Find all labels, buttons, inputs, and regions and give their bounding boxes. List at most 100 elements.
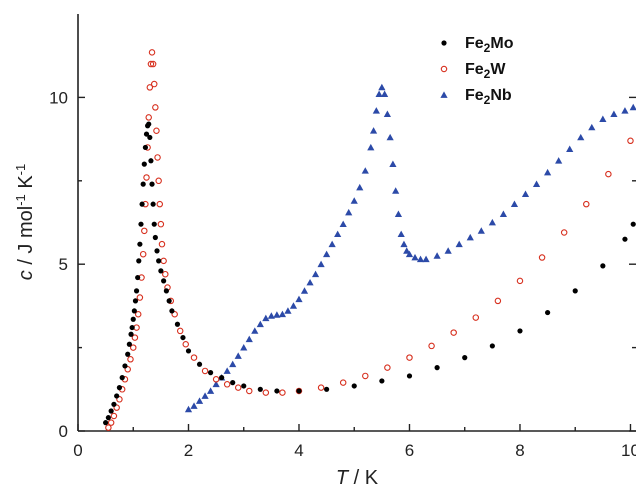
legend-marker xyxy=(441,40,447,46)
data-point-Fe2Mo xyxy=(163,288,169,294)
data-point-Fe2Nb xyxy=(621,107,629,114)
data-point-Fe2Nb xyxy=(544,168,552,176)
data-point-Fe2Mo xyxy=(131,308,137,314)
data-point-Fe2W xyxy=(110,412,118,420)
data-point-Fe2W xyxy=(295,387,303,395)
legend-marker xyxy=(440,91,448,98)
data-point-Fe2W xyxy=(223,381,231,388)
series-layer xyxy=(103,49,636,431)
data-point-Fe2Nb xyxy=(499,210,508,218)
data-point-Fe2Mo xyxy=(185,348,192,354)
data-point-Fe2Nb xyxy=(394,210,403,218)
data-point-Fe2Nb xyxy=(300,287,309,294)
data-point-Fe2Mo xyxy=(166,298,172,304)
data-point-Fe2W xyxy=(246,387,253,395)
data-point-Fe2Nb xyxy=(588,123,596,131)
data-point-Fe2Nb xyxy=(240,344,248,351)
data-point-Fe2W xyxy=(279,389,286,396)
data-point-Fe2Mo xyxy=(125,351,131,357)
data-point-Fe2Mo xyxy=(324,386,330,392)
data-point-Fe2W xyxy=(516,277,524,285)
data-point-Fe2W xyxy=(406,354,413,361)
data-point-Fe2Mo xyxy=(434,365,440,371)
data-point-Fe2W xyxy=(317,384,325,391)
data-point-Fe2Mo xyxy=(572,288,578,294)
data-point-Fe2W xyxy=(182,341,189,348)
data-point-Fe2W xyxy=(157,220,165,228)
data-point-Fe2W xyxy=(124,366,131,373)
data-point-Fe2Mo xyxy=(600,263,606,269)
legend-marker xyxy=(440,65,448,73)
data-point-Fe2Nb xyxy=(599,115,607,122)
data-point-Fe2Nb xyxy=(566,145,574,152)
data-point-Fe2Mo xyxy=(103,420,109,426)
data-point-Fe2Mo xyxy=(150,201,156,207)
data-point-Fe2Nb xyxy=(375,90,383,97)
data-point-Fe2Mo xyxy=(158,268,164,274)
data-point-Fe2Nb xyxy=(400,240,408,248)
data-point-Fe2Mo xyxy=(136,258,142,264)
data-point-Fe2Nb xyxy=(532,180,541,188)
data-point-Fe2Nb xyxy=(433,252,441,259)
data-point-Fe2W xyxy=(131,334,139,341)
data-point-Fe2W xyxy=(538,254,546,261)
data-point-Fe2Nb xyxy=(577,133,585,141)
data-point-Fe2W xyxy=(362,372,369,380)
data-point-Fe2W xyxy=(152,104,159,111)
data-point-Fe2Mo xyxy=(296,388,302,394)
data-point-Fe2Nb xyxy=(350,197,358,204)
y-ticks: 0 5 10 xyxy=(49,88,85,441)
data-point-Fe2Nb xyxy=(555,157,563,164)
data-point-Fe2Mo xyxy=(241,383,247,389)
data-point-Fe2Nb xyxy=(262,314,270,322)
legend-label: Fe2Nb xyxy=(465,87,512,107)
data-point-Fe2W xyxy=(105,424,112,431)
x-tick-label: 6 xyxy=(405,441,414,460)
data-point-Fe2W xyxy=(583,200,590,208)
data-point-Fe2Mo xyxy=(114,393,120,399)
data-point-Fe2Mo xyxy=(149,181,155,187)
data-point-Fe2Mo xyxy=(462,355,468,361)
data-point-Fe2Mo xyxy=(180,334,186,341)
data-point-Fe2Mo xyxy=(257,386,263,392)
data-point-Fe2W xyxy=(176,327,184,335)
data-point-Fe2Nb xyxy=(383,110,391,117)
y-axis-title: c / J mol-1 K-1 xyxy=(13,164,37,280)
data-point-Fe2Nb xyxy=(369,127,378,134)
data-point-Fe2Nb xyxy=(397,230,405,238)
data-point-Fe2Mo xyxy=(379,378,385,384)
data-point-Fe2Mo xyxy=(143,131,150,137)
data-point-Fe2Mo xyxy=(111,401,117,407)
legend-label: Fe2W xyxy=(465,61,506,81)
data-point-Fe2W xyxy=(129,344,137,351)
series-Fe2W xyxy=(105,49,634,431)
data-point-Fe2Mo xyxy=(152,234,158,241)
data-point-Fe2Mo xyxy=(161,278,167,284)
data-point-Fe2Mo xyxy=(156,258,162,264)
data-point-Fe2Nb xyxy=(201,392,209,399)
data-point-Fe2Nb xyxy=(466,233,474,241)
data-point-Fe2Nb xyxy=(289,302,298,309)
data-point-Fe2Nb xyxy=(284,307,292,314)
data-point-Fe2W xyxy=(190,354,198,361)
data-point-Fe2Nb xyxy=(229,360,237,368)
data-point-Fe2Nb xyxy=(521,190,530,198)
data-point-Fe2Nb xyxy=(273,311,281,318)
data-point-Fe2Mo xyxy=(141,161,147,167)
data-point-Fe2W xyxy=(155,177,162,185)
data-point-Fe2Nb xyxy=(367,143,375,151)
data-point-Fe2Mo xyxy=(147,134,153,141)
data-point-Fe2Nb xyxy=(405,250,414,258)
data-point-Fe2Mo xyxy=(133,288,140,294)
data-point-Fe2W xyxy=(153,127,160,135)
data-point-Fe2Nb xyxy=(444,247,452,254)
data-point-Fe2W xyxy=(149,60,157,68)
data-point-Fe2Nb xyxy=(389,160,397,167)
data-point-Fe2Nb xyxy=(328,240,336,248)
data-point-Fe2Nb xyxy=(610,110,618,117)
right-axis-ticks xyxy=(629,96,636,432)
data-point-Fe2Mo xyxy=(174,321,181,327)
data-point-Fe2Mo xyxy=(146,121,152,127)
data-point-Fe2Mo xyxy=(129,324,135,331)
